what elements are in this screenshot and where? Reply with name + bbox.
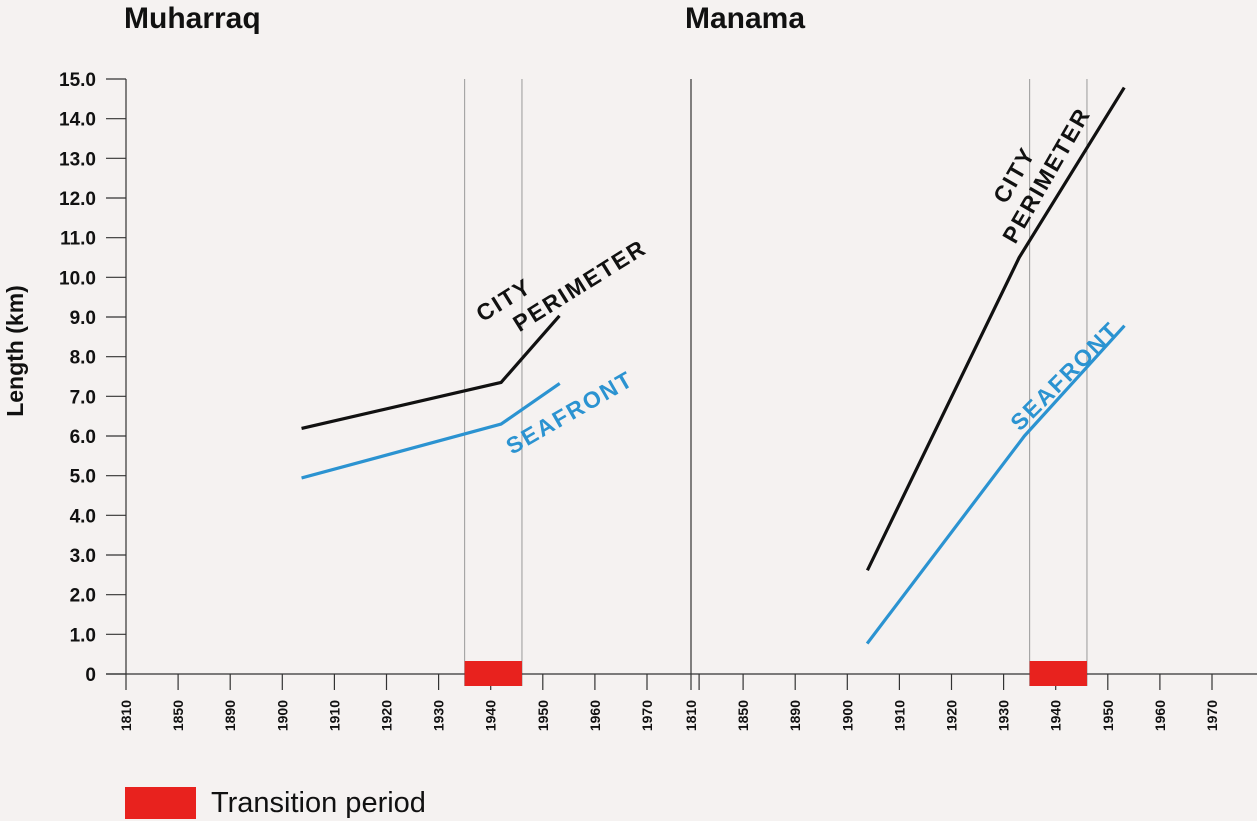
x-tick-label: 1900 [274,700,290,731]
y-tick-label: 2.0 [70,586,96,607]
y-tick-label: 14.0 [59,110,96,131]
series-line-manama-city-perimeter [865,86,1126,572]
series-line-muharraq-seafront [301,382,561,480]
y-tick-label: 1.0 [70,625,96,646]
y-tick-label: 5.0 [70,467,96,488]
x-tick-label: 1890 [787,700,803,731]
data-layer [301,86,1126,686]
x-tick-label: 1960 [1152,700,1168,731]
x-tick-label: 1850 [735,700,751,731]
x-tick-label: 1910 [891,700,907,731]
series-line-muharraq-city-perimeter [301,314,561,431]
x-tick-label: 1930 [996,700,1012,731]
transition-bar-manama [1029,661,1087,686]
x-tick-label: 1950 [1100,700,1116,731]
y-tick-label: 13.0 [59,149,96,170]
x-tick-label: 1810 [118,700,134,731]
x-tick-label: 1910 [326,700,342,731]
y-tick-label: 11.0 [60,229,96,250]
transition-bar-muharraq [464,661,522,686]
y-tick-label: 6.0 [70,427,96,448]
x-tick-label: 1970 [1204,700,1220,731]
x-tick-label: 1850 [170,700,186,731]
y-tick-label: 9.0 [70,308,96,329]
y-tick-label: 10.0 [59,268,96,289]
y-tick-label: 7.0 [70,387,96,408]
panel-title-muharraq: Muharraq [124,2,261,35]
x-tick-label: 1940 [1048,700,1064,731]
x-tick-label: 1900 [839,700,855,731]
x-tick-label: 1960 [587,700,603,731]
x-tick-label: 1890 [222,700,238,731]
y-tick-label: 8.0 [70,348,96,369]
x-tick-label: 1970 [639,700,655,731]
axes-layer: 0 1.0 2.0 3.0 4.0 5.0 6.0 7.0 8.0 9.0 10.0 11.0 12.0… [59,70,1257,731]
grid-layer [464,79,1088,686]
y-tick-label: 0 [85,665,96,686]
legend-swatch-transition [125,787,196,819]
x-tick-label: 1950 [535,700,551,731]
annotation-muharraq-city-perimeter: CITY PERIMETER [471,234,651,337]
y-tick-label: 12.0 [59,189,96,210]
panel-title-manama: Manama [685,2,805,35]
series-line-manama-seafront [865,324,1126,645]
y-tick-label: 3.0 [70,546,96,567]
y-tick-label: 15.0 [59,70,96,91]
legend: Transition period [125,787,426,819]
x-tick-label: 1810 [683,700,699,731]
x-tick-label: 1930 [431,700,447,731]
legend-label: Transition period [211,787,426,819]
x-tick-label: 1940 [483,700,499,731]
annotation-manama-seafront: SEAFRONT [1005,316,1124,435]
x-tick-label: 1920 [944,700,960,731]
y-tick-label: 4.0 [70,506,96,527]
y-axis-label: Length (km) [2,285,28,417]
annotation-manama-city-perimeter: CITY PERIMETER [988,103,1096,248]
x-tick-label: 1920 [379,700,395,731]
